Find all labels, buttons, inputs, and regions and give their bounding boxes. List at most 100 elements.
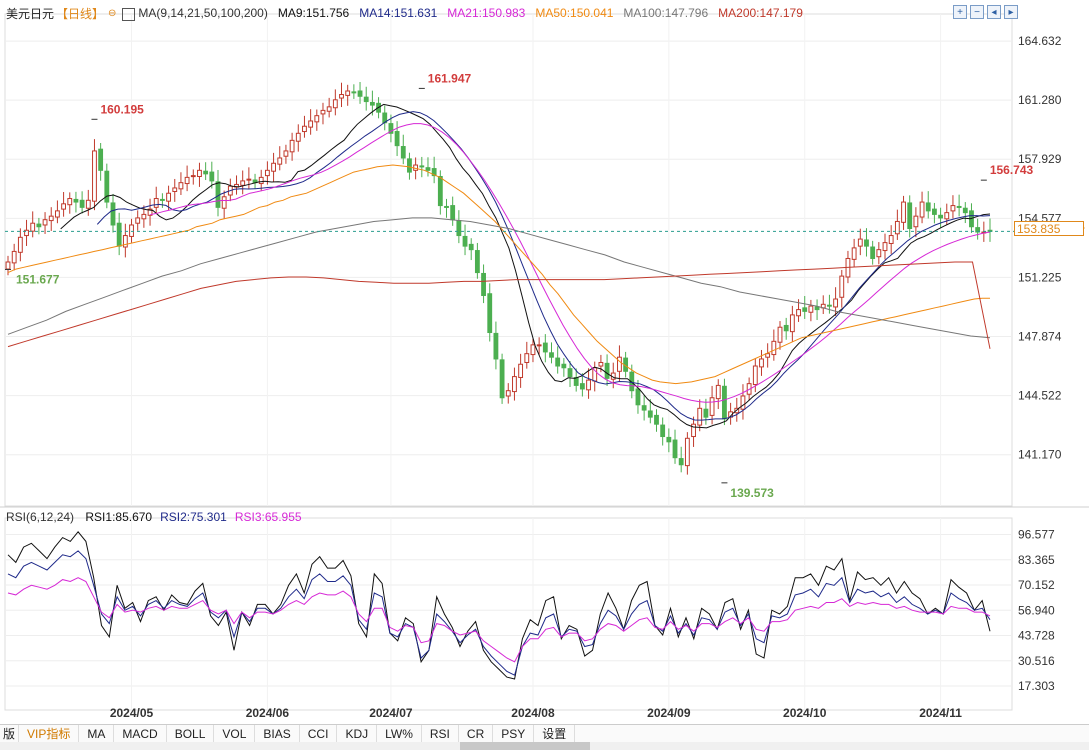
candle-body xyxy=(493,332,499,360)
candle-body xyxy=(907,202,913,230)
candle-body xyxy=(30,222,36,232)
candle-body xyxy=(518,363,524,378)
rsi-title: RSI(6,12,24) xyxy=(6,510,75,524)
candle-body xyxy=(67,198,73,206)
tab-8[interactable]: KDJ xyxy=(337,725,378,743)
ma-line-ma100 xyxy=(7,217,991,339)
candle-body xyxy=(827,304,832,307)
candle-body xyxy=(24,229,29,237)
candle-body xyxy=(474,250,480,274)
scrollbar-thumb[interactable] xyxy=(460,742,590,750)
tab-4[interactable]: BOLL xyxy=(167,725,215,743)
candle-body xyxy=(54,210,60,218)
extreme-label: 161.947 xyxy=(428,71,472,85)
candle-body xyxy=(351,91,357,94)
candle-body xyxy=(771,340,777,356)
x-tick-label: 2024/08 xyxy=(511,706,555,720)
candle-body xyxy=(913,215,919,228)
rsi-value-0: RSI1:85.670 xyxy=(85,510,153,524)
candle-body xyxy=(277,157,283,165)
candle-body xyxy=(92,150,97,202)
price-tick-label: 161.280 xyxy=(1018,93,1062,107)
tab-6[interactable]: BIAS xyxy=(255,725,300,743)
horizontal-scrollbar[interactable] xyxy=(0,742,1089,750)
extreme-label: 151.677 xyxy=(16,272,60,286)
scroll-right-icon[interactable]: ▸ xyxy=(1004,5,1018,19)
candle-body xyxy=(586,379,591,391)
candle-body xyxy=(870,246,876,259)
candle-body xyxy=(802,307,808,312)
rsi-value-1: RSI2:75.301 xyxy=(160,510,227,524)
candle-body xyxy=(876,249,882,258)
candle-body xyxy=(407,158,412,173)
candle-body xyxy=(641,405,647,411)
ma-value-3: MA50:150.041 xyxy=(535,6,614,20)
candle-body xyxy=(153,198,159,208)
tab-3[interactable]: MACD xyxy=(114,725,167,743)
candle-body xyxy=(369,101,375,106)
candle-body xyxy=(487,293,493,334)
candle-body xyxy=(542,342,548,353)
ma-value-0: MA9:151.756 xyxy=(277,6,350,20)
scroll-left-icon[interactable]: ◂ xyxy=(987,5,1001,19)
candle-body xyxy=(654,414,659,425)
candle-body xyxy=(178,182,184,190)
candle-body xyxy=(444,205,449,208)
candle-body xyxy=(468,243,474,251)
candle-body xyxy=(419,165,425,168)
ma-line-ma50 xyxy=(7,164,990,385)
ma-line-ma14 xyxy=(96,111,991,421)
candle-body xyxy=(456,220,462,237)
ma-title: MA(9,14,21,50,100,200) xyxy=(138,6,268,20)
zoom-out-icon[interactable]: − xyxy=(970,5,984,19)
candle-body xyxy=(332,99,338,109)
rsi-tick-label: 43.728 xyxy=(1018,629,1055,643)
chart-header: 美元日元 【日线】 ⊖ MA(9,14,21,50,100,200) MA9:1… xyxy=(6,4,823,22)
tab-10[interactable]: RSI xyxy=(422,725,459,743)
candle-body xyxy=(116,222,122,247)
tab-2[interactable]: MA xyxy=(79,725,115,743)
tab-7[interactable]: CCI xyxy=(300,725,338,743)
candle-body xyxy=(431,168,437,177)
zoom-in-icon[interactable]: + xyxy=(953,5,967,19)
ma-value-1: MA14:151.631 xyxy=(359,6,438,20)
tab-0[interactable]: 版 xyxy=(0,725,20,743)
candle-body xyxy=(302,125,307,133)
tab-11[interactable]: CR xyxy=(459,725,494,743)
candle-body xyxy=(512,376,517,393)
candle-body xyxy=(894,220,900,235)
candle-body xyxy=(684,437,690,467)
settings-circle-icon[interactable]: ⊖ xyxy=(108,7,117,19)
candle-body xyxy=(98,148,104,171)
rsi-values: RSI1:85.670 RSI2:75.301 RSI3:65.955 xyxy=(85,510,309,524)
candle-body xyxy=(345,90,351,96)
candle-body xyxy=(326,106,332,112)
candle-body xyxy=(308,120,314,128)
candle-body xyxy=(709,397,715,416)
tab-9[interactable]: LW% xyxy=(377,725,422,743)
candle-body xyxy=(42,219,48,226)
ma-checkbox-icon[interactable] xyxy=(122,7,136,21)
x-tick-label: 2024/10 xyxy=(783,706,827,720)
period-label[interactable]: 【日线】 xyxy=(56,6,105,21)
symbol-label: 美元日元 xyxy=(6,6,55,21)
rsi-tick-label: 70.152 xyxy=(1018,578,1055,592)
tab-13[interactable]: 设置 xyxy=(534,725,576,743)
candle-body xyxy=(672,439,678,459)
candle-body xyxy=(159,198,165,201)
tab-1[interactable]: VIP指标 xyxy=(19,725,80,743)
rsi-line-rsi1 xyxy=(7,531,991,680)
tab-12[interactable]: PSY xyxy=(493,725,535,743)
candle-body xyxy=(864,239,869,247)
rsi-tick-label: 83.365 xyxy=(1018,553,1055,567)
tab-5[interactable]: VOL xyxy=(214,725,256,743)
candle-body xyxy=(765,353,771,358)
candle-body xyxy=(777,326,783,343)
candle-body xyxy=(147,208,153,216)
candle-body xyxy=(660,424,666,438)
candle-body xyxy=(363,96,369,103)
candle-body xyxy=(258,176,264,185)
candle-body xyxy=(394,131,400,147)
candle-body xyxy=(499,359,505,399)
